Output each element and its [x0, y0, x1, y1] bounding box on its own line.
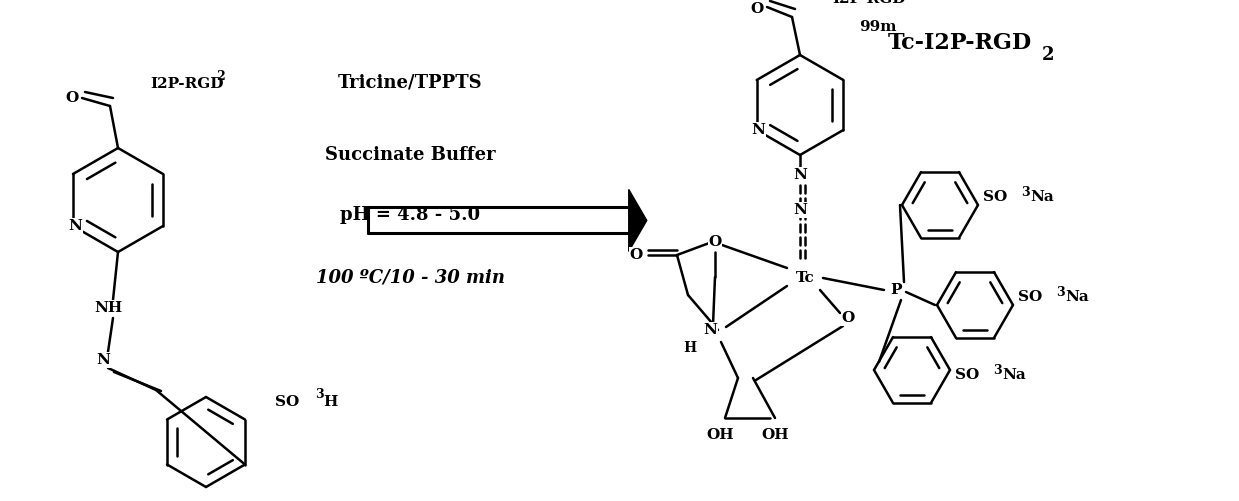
Text: Na: Na — [1002, 368, 1026, 382]
Text: O: O — [709, 235, 721, 249]
Text: 2: 2 — [216, 70, 224, 83]
Text: N: N — [793, 168, 807, 182]
Text: Na: Na — [1030, 190, 1053, 204]
Text: P: P — [891, 283, 902, 297]
Text: NH: NH — [94, 301, 123, 315]
Text: 99m: 99m — [860, 20, 897, 34]
Text: 3: 3 — [1056, 286, 1064, 299]
Text: O: O — [629, 248, 643, 262]
Text: I2P-RGD: I2P-RGD — [150, 77, 223, 91]
Text: N: N — [703, 323, 717, 337]
Text: Tricine/TPPTS: Tricine/TPPTS — [338, 73, 482, 91]
Text: O: O — [751, 2, 763, 16]
Text: N: N — [793, 203, 807, 217]
Text: 100 ºC/10 - 30 min: 100 ºC/10 - 30 min — [316, 269, 504, 287]
Text: N: N — [97, 353, 110, 367]
Text: SO: SO — [275, 394, 300, 408]
Text: 3: 3 — [1021, 185, 1030, 198]
Text: N: N — [68, 219, 82, 233]
Text: Tc: Tc — [795, 271, 814, 285]
Text: SO: SO — [955, 368, 979, 382]
Text: OH: OH — [761, 428, 789, 442]
Text: Succinate Buffer: Succinate Buffer — [325, 146, 496, 164]
Polygon shape — [628, 189, 647, 252]
Text: H: H — [323, 394, 337, 408]
Text: O: O — [66, 91, 78, 105]
Text: 3: 3 — [315, 388, 323, 401]
Text: pH = 4.8 - 5.0: pH = 4.8 - 5.0 — [339, 206, 479, 224]
Text: N: N — [752, 123, 766, 137]
Text: Na: Na — [1066, 290, 1089, 304]
Text: SO: SO — [983, 190, 1007, 204]
Text: SO: SO — [1018, 290, 1042, 304]
Text: OH: OH — [706, 428, 733, 442]
Text: Tc-I2P-RGD: Tc-I2P-RGD — [888, 32, 1032, 54]
Text: 3: 3 — [992, 364, 1001, 376]
Text: 2: 2 — [1042, 46, 1054, 64]
Text: I2P-RGD: I2P-RGD — [833, 0, 906, 6]
Text: O: O — [841, 311, 855, 325]
Text: H: H — [684, 341, 696, 355]
